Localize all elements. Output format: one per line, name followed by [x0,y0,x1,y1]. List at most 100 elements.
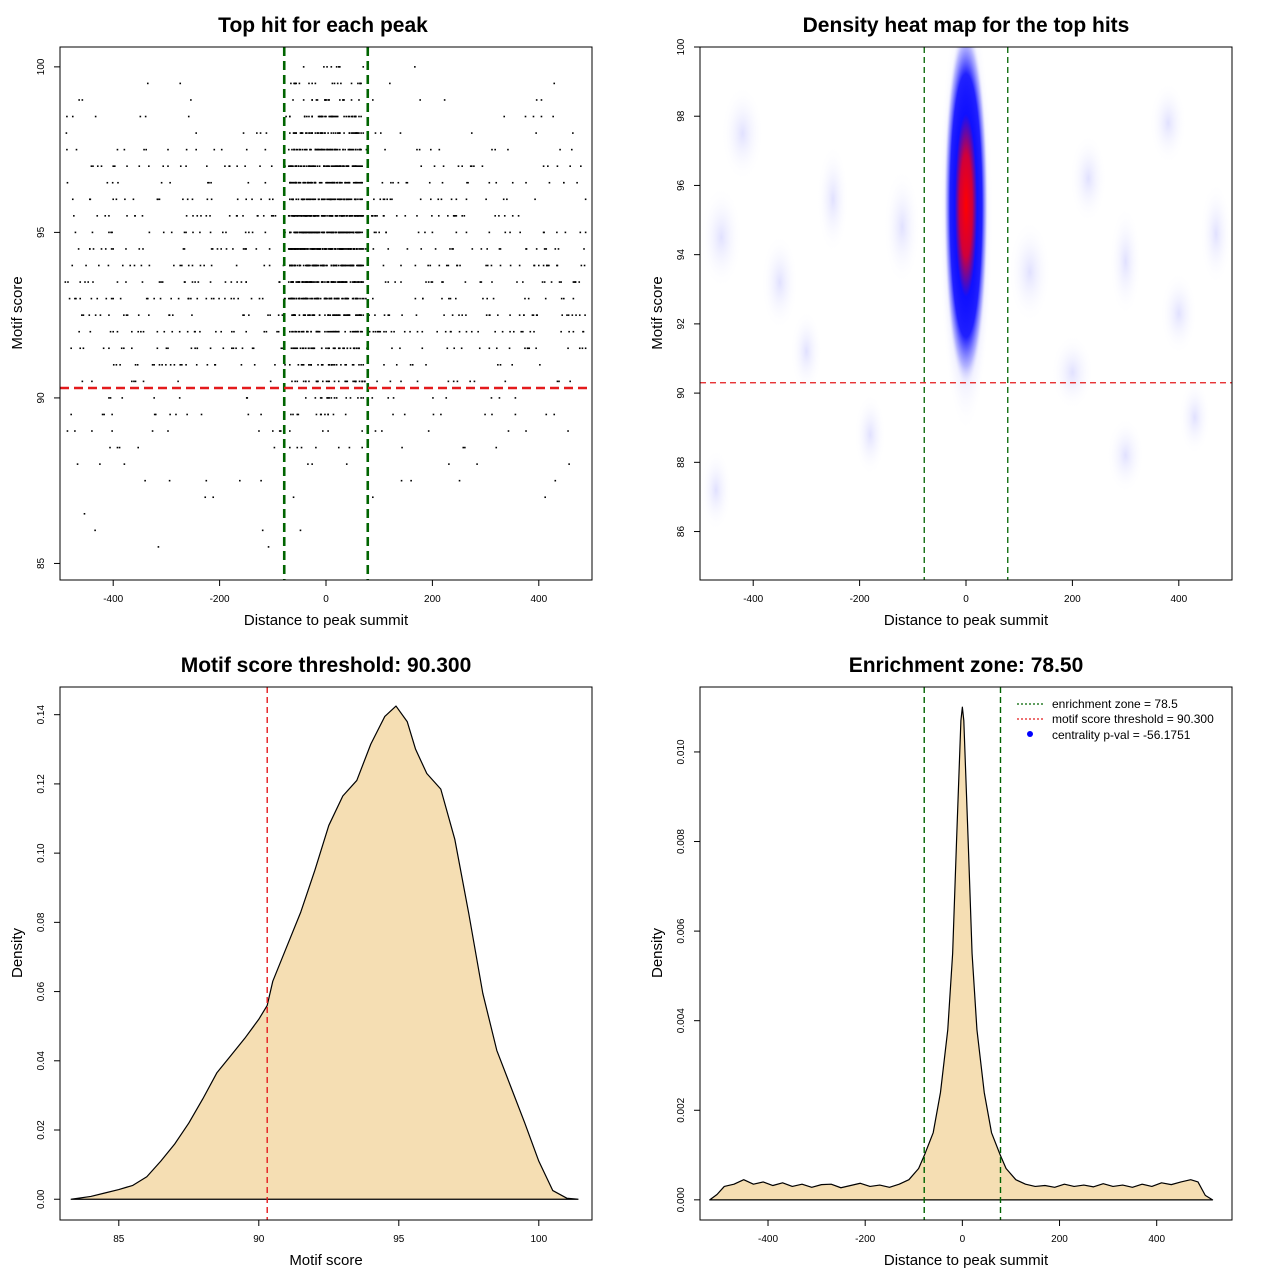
scatter-point [374,430,377,432]
scatter-point [245,330,247,333]
scatter-y-tick-label: 100 [36,58,47,75]
scatter-point [316,165,319,167]
scatter-point [267,314,269,316]
scatter-point [185,148,188,151]
scatter-point [567,430,569,432]
scatter-point [387,248,390,250]
scatter-point [337,297,340,300]
scatter-point [544,496,546,499]
scatter-point [441,181,444,184]
scatter-point [343,198,345,201]
scatter-point [90,297,93,300]
scatter-point [349,347,352,350]
scatter-point [183,281,186,283]
scatter-point [361,446,363,449]
scatter-point [442,281,444,283]
scatter-point [170,231,173,234]
scatter-point [168,479,171,482]
scatter-point [543,231,545,234]
scatter-point [360,198,362,201]
scatter-point [261,297,264,300]
heatmap-y-tick-label: 90 [676,387,687,399]
scatter-point [372,99,374,101]
scatter-point [261,529,264,532]
scatter-point [438,264,441,267]
scatter-point [171,330,174,333]
scatter-point [471,248,474,250]
scatter-point [330,297,333,300]
scatter-point [342,231,344,234]
scatter-point [397,181,400,184]
scatter-point [313,215,316,217]
score-density-y-tick-label: 0.14 [36,705,47,725]
scatter-point [360,165,362,167]
scatter-point [243,314,245,316]
scatter-point [126,314,129,316]
scatter-point [359,231,362,234]
scatter-point [449,248,451,250]
scatter-point [177,380,179,383]
scatter-point [312,231,315,234]
scatter-point [325,115,327,118]
scatter-point [313,264,316,267]
scatter-point [299,181,302,184]
scatter-point [336,181,339,184]
scatter-point [335,215,338,217]
scatter-point [376,330,379,333]
scatter-point [331,115,334,118]
scatter-point [302,248,305,250]
scatter-point [268,248,271,250]
scatter-point [425,281,427,283]
scatter-point [90,165,93,167]
scatter-point [216,248,219,250]
scatter-point [442,165,445,167]
scatter-point [459,264,461,267]
scatter-point [318,148,321,151]
scatter-point [322,132,324,134]
scatter-point [362,314,365,316]
scatter-point [82,314,85,316]
scatter-point [340,248,343,250]
scatter-point [567,347,569,350]
scatter-point [314,132,317,134]
scatter-point [294,347,296,350]
scatter-point [393,330,395,333]
scatter-point [200,215,202,217]
scatter-point [333,165,336,167]
scatter-point [302,181,304,184]
scatter-point [421,347,424,350]
scatter-point [572,330,575,333]
scatter-point [332,132,335,134]
scatter-point [256,132,258,134]
scatter-point [358,347,360,350]
scatter-point [209,215,211,217]
scatter-point [98,264,100,267]
scatter-point [300,165,303,167]
scatter-point [347,297,350,300]
scatter-point [118,446,121,449]
scatter-point [430,281,433,283]
scatter-point [290,264,292,267]
scatter-point [277,314,280,316]
scatter-point [336,148,339,151]
scatter-point [246,397,249,399]
scatter-point [349,330,352,333]
scatter-point [133,380,135,383]
enrichment-x-tick-label: -200 [855,1234,875,1245]
scatter-point [374,330,377,333]
scatter-point [298,248,301,250]
heatmap-x-tick-label: 400 [1170,594,1187,605]
scatter-point [279,430,282,432]
scatter-point [348,231,351,234]
scatter-point [264,181,267,184]
scatter-point [292,314,294,316]
scatter-point [349,281,352,283]
scatter-point [358,380,361,383]
scatter-point [387,281,390,283]
scatter-point [328,380,330,383]
scatter-point [294,314,296,316]
scatter-point [330,231,333,234]
scatter-point [303,181,306,184]
scatter-point [327,148,329,151]
scatter-point [295,82,298,85]
